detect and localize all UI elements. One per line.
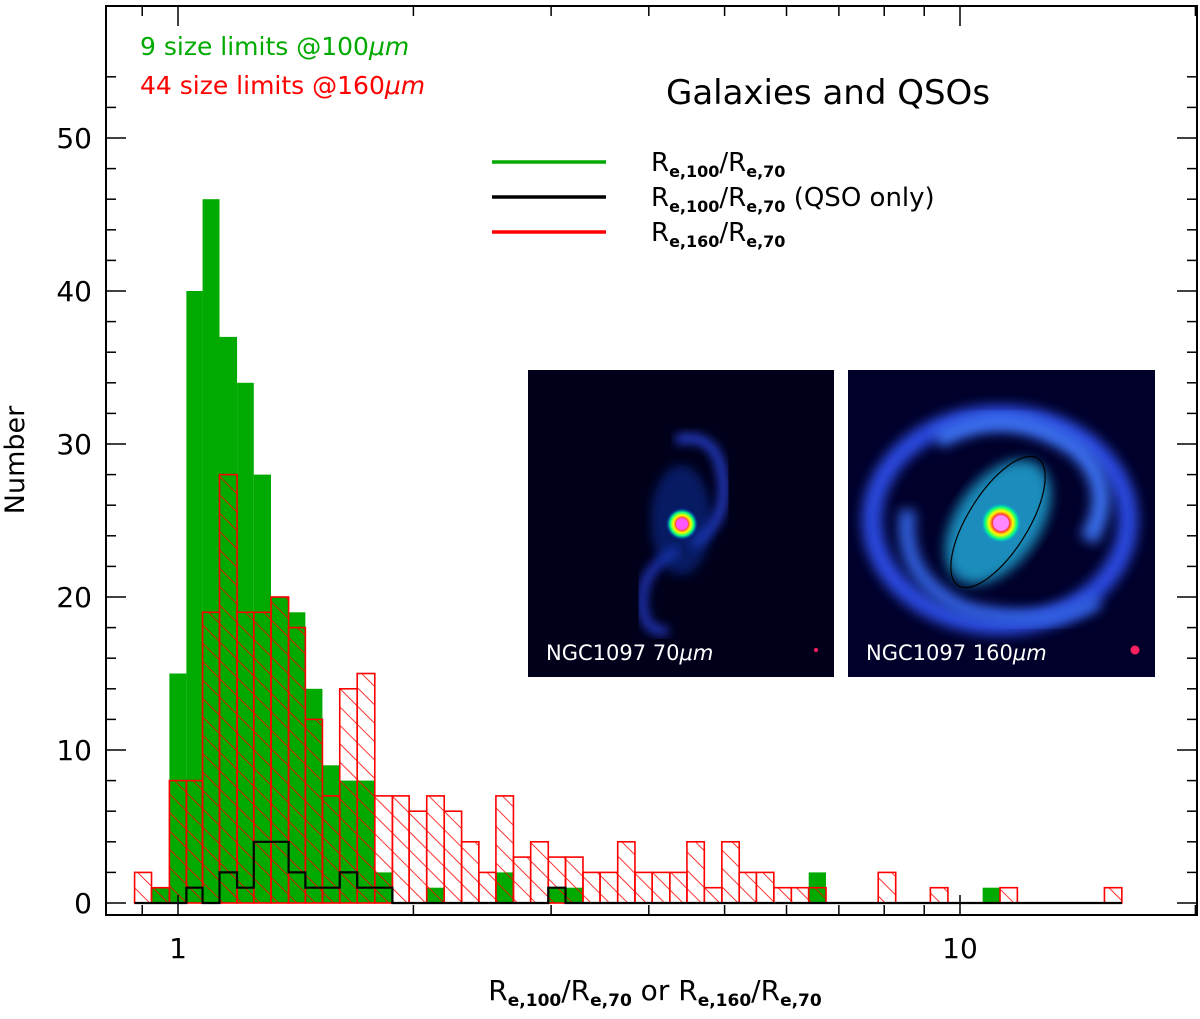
bar-re160-bin-35	[738, 871, 758, 904]
bar-re160-bin-50	[999, 886, 1019, 904]
bar-re160-bin-25	[564, 856, 584, 904]
bar-re160-bin-39	[807, 886, 827, 904]
inset-band-160: 160	[972, 641, 1013, 665]
bar-re160-bin-33	[703, 886, 723, 904]
y-tick-label-0: 0	[74, 887, 92, 920]
y-tick-label-20: 20	[56, 581, 92, 614]
y-tick-label-50: 50	[56, 122, 92, 155]
legend-label-0: Re,100​/Re,70​	[651, 148, 785, 181]
bar-re160-bin-4	[201, 611, 221, 904]
bar-re160-bin-0	[133, 871, 153, 904]
bar-re160-bin-22	[512, 856, 532, 904]
bar-re160-bin-2	[168, 779, 188, 904]
size-limit-note-160-unit: μm	[384, 71, 425, 100]
bar-re160-bin-43	[877, 871, 897, 904]
inset-object-160: NGC1097	[866, 641, 967, 665]
bar-re160-bin-24	[547, 856, 567, 904]
bar-re160-bin-9	[287, 626, 307, 904]
inset-image-160um: NGC1097 160μm	[848, 370, 1155, 677]
size-limit-note-160-text: 44 size limits @160	[140, 71, 385, 100]
bar-re160-bin-20	[478, 871, 497, 904]
size-limit-note-160: 44 size limits @160μm	[140, 71, 425, 100]
bar-re160-bin-27	[599, 871, 619, 904]
bar-re160-bin-21	[495, 795, 515, 904]
x-axis-label: Re,100​/Re,70​ or Re,160​/Re,70​	[488, 974, 822, 1011]
bar-re160-bin-46	[929, 886, 949, 904]
x-tick-label-10: 10	[942, 932, 978, 965]
galaxy-nucleus	[676, 518, 688, 530]
bar-re160-bin-6	[236, 611, 255, 904]
inset-object-70: NGC1097	[546, 641, 647, 665]
bar-re160-bin-30	[651, 871, 671, 904]
bar-re160-bin-38	[790, 886, 810, 904]
size-limit-note-100: 9 size limits @100μm	[140, 32, 409, 61]
bar-re160-bin-36	[755, 871, 775, 904]
bar-re160-bin-15	[391, 795, 410, 904]
bar-re160-bin-17	[425, 795, 446, 904]
qso-outline-series	[134, 840, 1122, 905]
bar-re160-bin-1	[150, 886, 171, 904]
y-tick-label-40: 40	[56, 275, 92, 308]
bar-re160-bin-13	[356, 672, 376, 904]
bar-re160-bin-26	[582, 871, 601, 904]
qso-outline-layer	[134, 840, 1122, 905]
inset-unit-70: μm	[679, 641, 714, 665]
bar-re160-bin-7	[252, 611, 272, 904]
inset-label-160um: NGC1097 160μm	[866, 641, 1047, 665]
x-tick-label-1: 1	[169, 932, 187, 965]
y-tick-label-10: 10	[56, 734, 92, 767]
beam-size-marker-160	[1130, 645, 1140, 655]
inset-unit-160: μm	[1012, 641, 1047, 665]
red-hatched-bars-layer	[133, 473, 1123, 904]
spiral-arm-north-160	[933, 413, 1110, 545]
bar-re160-bin-5	[218, 473, 238, 904]
galaxy-image-160um	[848, 370, 1155, 677]
bar-re160-bin-8	[270, 596, 290, 904]
bar-re100-bin-49	[982, 887, 1001, 903]
spiral-arm-south-160	[898, 508, 1103, 626]
bar-re160-bin-18	[443, 810, 463, 904]
text-layer: Galaxies and QSOs 9 size limits @100μm 4…	[0, 32, 990, 1011]
bar-re160-bin-16	[408, 810, 428, 904]
galaxy-image-70um	[528, 370, 834, 677]
bar-re160-bin-37	[773, 886, 793, 904]
spiral-arm-south	[637, 545, 681, 636]
beam-size-marker	[814, 648, 818, 652]
bar-re160-bin-10	[304, 718, 324, 904]
bar-re160-bin-29	[634, 871, 653, 904]
half-light-ellipse	[950, 455, 1046, 589]
inset-band-70: 70	[652, 641, 680, 665]
spiral-arm-north	[674, 433, 729, 549]
bar-re160-bin-31	[668, 871, 688, 904]
bar-re100-bin-3	[186, 291, 203, 903]
legend-label-1: Re,100​/Re,70​ (QSO only)	[651, 183, 935, 216]
bar-re160-bin-28	[616, 840, 636, 904]
inset-image-70um: NGC1097 70μm	[528, 370, 834, 677]
bar-re160-bin-3	[185, 779, 204, 904]
bar-re160-bin-34	[721, 840, 741, 904]
y-tick-label-30: 30	[56, 428, 92, 461]
bar-re160-bin-56	[1103, 886, 1123, 904]
bar-re160-bin-19	[460, 840, 480, 904]
bar-re160-bin-12	[338, 687, 359, 904]
size-limit-note-100-text: 9 size limits @100	[140, 32, 369, 61]
inset-label-70um: NGC1097 70μm	[546, 641, 713, 665]
size-limit-note-100-unit: μm	[368, 32, 409, 61]
bar-re160-bin-23	[529, 840, 550, 904]
galaxy-nucleus-160	[993, 515, 1009, 531]
annotation-title: Galaxies and QSOs	[666, 73, 990, 113]
bar-re160-bin-32	[686, 840, 706, 904]
axes-layer	[105, 5, 1198, 916]
legend-label-2: Re,160​/Re,70​	[651, 218, 785, 251]
plot-frame	[105, 5, 1198, 916]
y-axis-label: Number	[0, 405, 31, 514]
